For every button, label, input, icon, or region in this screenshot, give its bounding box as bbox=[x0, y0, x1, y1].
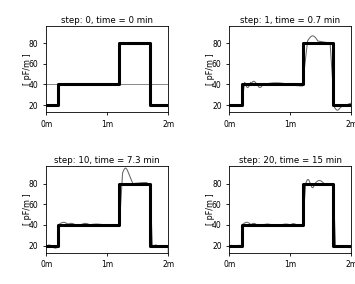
Title: step: 1, time = 0.7 min: step: 1, time = 0.7 min bbox=[240, 16, 340, 25]
Title: step: 10, time = 7.3 min: step: 10, time = 7.3 min bbox=[54, 156, 160, 165]
Y-axis label: [ pF/m ]: [ pF/m ] bbox=[23, 53, 32, 85]
Y-axis label: [ pF/m ]: [ pF/m ] bbox=[206, 53, 215, 85]
Y-axis label: [ pF/m ]: [ pF/m ] bbox=[206, 193, 215, 225]
Title: step: 0, time = 0 min: step: 0, time = 0 min bbox=[61, 16, 153, 25]
Title: step: 20, time = 15 min: step: 20, time = 15 min bbox=[239, 156, 342, 165]
Y-axis label: [ pF/m ]: [ pF/m ] bbox=[23, 193, 32, 225]
